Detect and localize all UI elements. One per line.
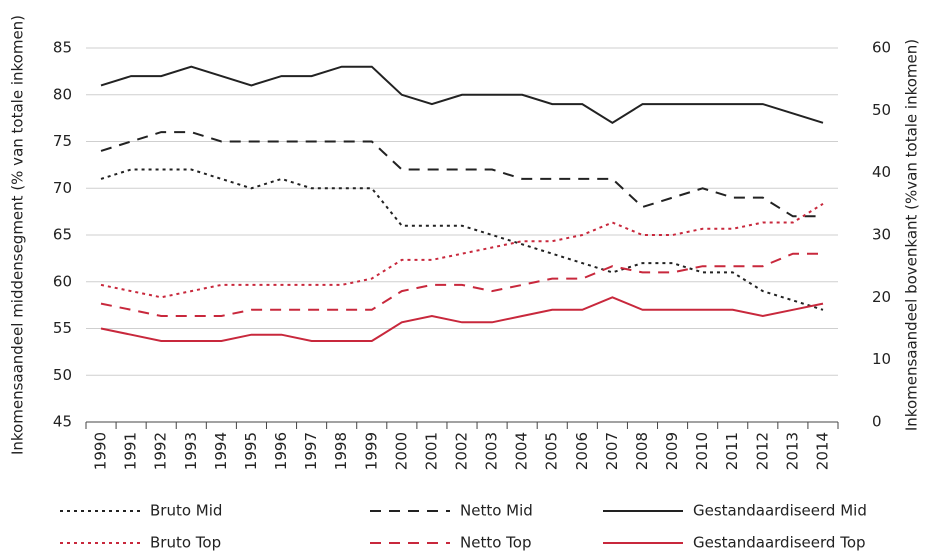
y-tick-label: 60 (53, 272, 72, 290)
legend-label: Netto Top (460, 534, 531, 552)
legend-label: Netto Mid (460, 502, 533, 520)
y2-axis-title: Inkomensaandeel bovenkant (%van totale i… (903, 39, 921, 431)
y-tick-label: 65 (53, 226, 72, 244)
y-tick-label: 80 (53, 85, 72, 103)
x-tick-label: 1996 (272, 432, 290, 470)
y2-tick-label: 30 (872, 226, 891, 244)
y-tick-label: 45 (53, 413, 72, 431)
legend-label: Gestandaardiseerd Top (693, 534, 866, 552)
line-series (100, 168, 824, 311)
x-tick-label: 1998 (332, 432, 350, 470)
x-tick-label: 2002 (453, 432, 471, 470)
x-tick-label: 2008 (633, 432, 651, 470)
legend-label: Bruto Top (150, 534, 221, 552)
line-series (100, 252, 823, 317)
line-series (100, 296, 824, 342)
x-tick-label: 2006 (573, 432, 591, 470)
y-axis-title: Inkomensaandeel middensegment (% van tot… (9, 15, 27, 455)
x-tick-label: 2010 (693, 432, 711, 470)
x-tick-label: 2013 (783, 432, 801, 470)
x-tick-label: 1993 (182, 432, 200, 470)
y-tick-label: 75 (53, 132, 72, 150)
x-tick-label: 1994 (212, 432, 230, 470)
y2-tick-label: 50 (872, 101, 891, 119)
x-tick-label: 2014 (813, 432, 831, 470)
y-tick-label: 85 (53, 39, 72, 57)
x-tick-label: 2009 (663, 432, 681, 470)
x-tick-label: 1999 (362, 432, 380, 470)
y-tick-label: 50 (53, 366, 72, 384)
line-series (100, 65, 824, 124)
y2-tick-label: 60 (872, 39, 891, 57)
x-tick-label: 1997 (302, 432, 320, 470)
legend-label: Gestandaardiseerd Mid (693, 502, 867, 520)
line-series (100, 202, 824, 299)
x-tick-label: 2001 (422, 432, 440, 470)
x-tick-label: 2007 (603, 432, 621, 470)
x-tick-label: 2005 (543, 432, 561, 470)
y-tick-label: 55 (53, 319, 72, 337)
y2-tick-label: 10 (872, 350, 891, 368)
line-series (100, 131, 823, 218)
y-tick-label: 70 (53, 179, 72, 197)
x-tick-label: 1992 (152, 432, 170, 470)
x-tick-label: 2000 (392, 432, 410, 470)
x-tick-label: 2011 (723, 432, 741, 470)
x-tick-label: 2004 (513, 432, 531, 470)
y2-tick-label: 20 (872, 288, 891, 306)
x-tick-label: 2012 (753, 432, 771, 470)
x-tick-label: 2003 (483, 432, 501, 470)
x-tick-label: 1995 (242, 432, 260, 470)
y2-tick-label: 0 (872, 413, 882, 431)
y2-tick-label: 40 (872, 163, 891, 181)
x-tick-label: 1991 (122, 432, 140, 470)
legend-label: Bruto Mid (150, 502, 222, 520)
x-tick-label: 1990 (92, 432, 110, 470)
